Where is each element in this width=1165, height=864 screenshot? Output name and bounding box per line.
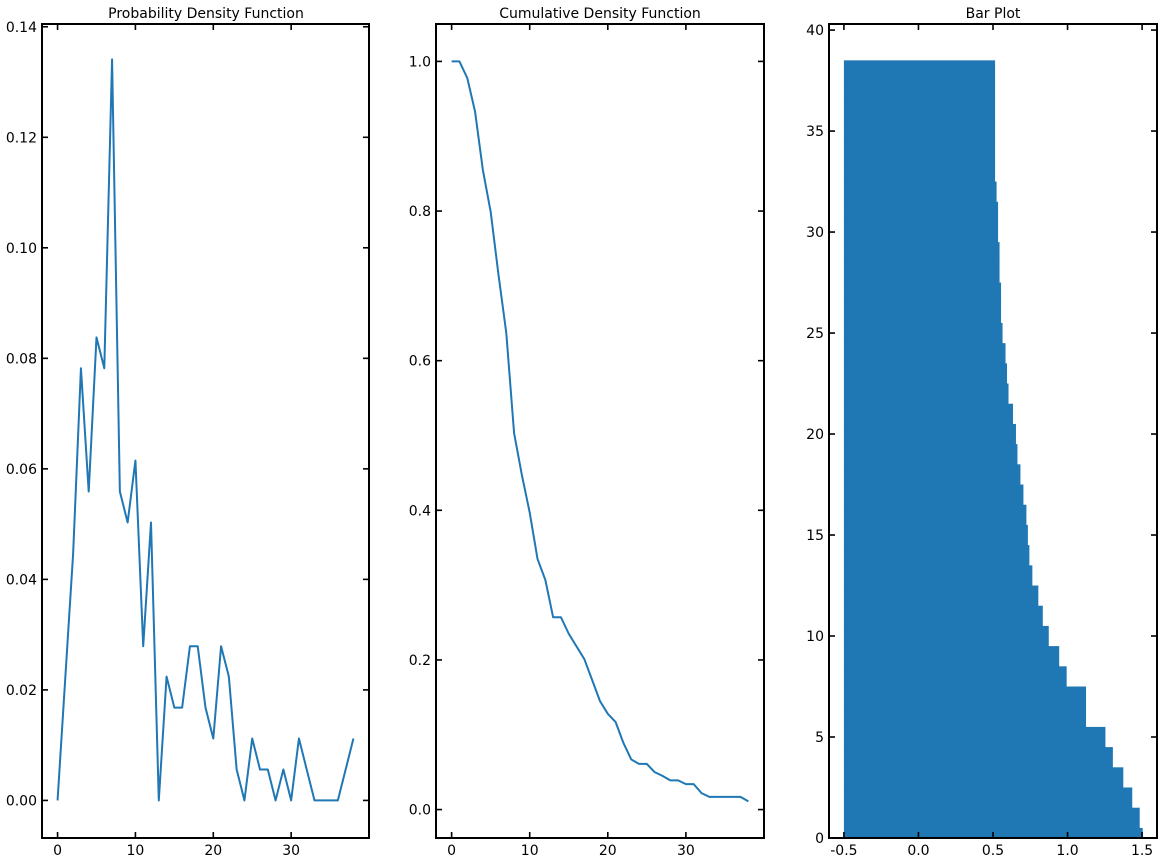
cdf-x-tick-label: 10 bbox=[521, 843, 539, 859]
pdf-series-line bbox=[56, 58, 355, 802]
bar-title: Bar Plot bbox=[966, 6, 1021, 22]
bar-bar bbox=[843, 403, 1013, 425]
bar-panel: Bar Plot -0.5 0.0 0.5 1.0 1.5 0 5 10 15 20 25 30 35 4… bbox=[806, 6, 1158, 859]
pdf-x-tick-label: 0 bbox=[53, 843, 62, 859]
bar-bar bbox=[843, 363, 1008, 385]
pdf-x-tick-label: 10 bbox=[127, 843, 145, 859]
bar-bar bbox=[843, 141, 996, 162]
pdf-x-tick-label: 30 bbox=[282, 843, 300, 859]
pdf-y-tick-label: 0.02 bbox=[6, 683, 37, 699]
cdf-title: Cumulative Density Function bbox=[499, 6, 701, 22]
cdf-y-tick-label: 0.4 bbox=[409, 503, 431, 519]
bar-y-tick-label: 10 bbox=[806, 629, 824, 645]
cdf-y-tick-label: 0.8 bbox=[409, 204, 431, 220]
bar-bar bbox=[843, 726, 1106, 748]
bar-bar bbox=[843, 504, 1027, 526]
pdf-y-tick-label: 0.00 bbox=[6, 793, 37, 809]
bar-bar bbox=[843, 464, 1021, 486]
pdf-y-tick-label: 0.14 bbox=[6, 20, 37, 36]
cdf-y-tick-label: 0.0 bbox=[409, 803, 431, 819]
bar-bar bbox=[843, 565, 1033, 587]
bar-plot-area: -0.5 0.0 0.5 1.0 1.5 0 5 10 15 20 25 30 35 40 bbox=[806, 23, 1158, 859]
bar-y-tick-label: 0 bbox=[815, 831, 824, 847]
bar-x-tick-label: 1.5 bbox=[1131, 843, 1153, 859]
bar-y-tick-label: 35 bbox=[806, 124, 824, 140]
cdf-y-tick-label: 1.0 bbox=[409, 54, 431, 70]
bar-bar bbox=[843, 524, 1028, 546]
bar-bar bbox=[843, 686, 1087, 708]
bar-bar bbox=[843, 484, 1024, 506]
bar-y-tick-label: 5 bbox=[815, 730, 824, 746]
bar-bar bbox=[843, 221, 999, 243]
bar-y-tick-label: 15 bbox=[806, 528, 824, 544]
pdf-title: Probability Density Function bbox=[108, 6, 304, 22]
bar-y-tick-label: 25 bbox=[806, 326, 824, 342]
bar-bar bbox=[843, 444, 1018, 465]
bar-bar bbox=[843, 545, 1030, 566]
bar-bar bbox=[843, 343, 1006, 364]
bar-x-tick-label: 0.0 bbox=[907, 843, 929, 859]
bar-bar bbox=[843, 262, 1000, 284]
cdf-series-line bbox=[451, 60, 749, 803]
cdf-x-tick-label: 20 bbox=[599, 843, 617, 859]
bar-y-tick-label: 20 bbox=[806, 427, 824, 443]
bar-bar bbox=[843, 666, 1067, 688]
cdf-panel: Cumulative Density Function 0 10 20 30 0.0 0.… bbox=[409, 6, 765, 859]
bar-bar bbox=[843, 646, 1060, 667]
bar-bar bbox=[843, 161, 996, 183]
bar-bar bbox=[843, 242, 1000, 263]
bar-bar bbox=[843, 302, 1002, 324]
bar-bar bbox=[843, 60, 996, 82]
bar-bar bbox=[843, 383, 1009, 405]
bar-bar bbox=[843, 100, 996, 122]
bar-bar bbox=[843, 120, 996, 142]
bar-bar bbox=[843, 585, 1039, 607]
cdf-axes-frame bbox=[435, 23, 765, 839]
bar-bar bbox=[843, 282, 1002, 304]
cdf-x-tick-label: 30 bbox=[677, 843, 695, 859]
bar-x-tick-label: 0.5 bbox=[982, 843, 1004, 859]
pdf-panel: Probability Density Function 0 10 20 30 0.00… bbox=[6, 6, 370, 859]
pdf-x-tick-label: 20 bbox=[204, 843, 222, 859]
bar-y-tick-label: 40 bbox=[806, 23, 824, 39]
bar-bar bbox=[843, 767, 1124, 789]
cdf-y-tick-label: 0.2 bbox=[409, 653, 431, 669]
bar-bar bbox=[843, 181, 997, 203]
cdf-plot-area: 0 10 20 30 0.0 0.2 0.4 0.6 0.8 1.0 bbox=[409, 23, 765, 859]
cdf-x-tick-label: 0 bbox=[447, 843, 456, 859]
bar-x-tick-label: -0.5 bbox=[830, 843, 857, 859]
pdf-y-tick-label: 0.08 bbox=[6, 351, 37, 367]
bar-bar bbox=[843, 747, 1113, 768]
pdf-y-tick-label: 0.06 bbox=[6, 462, 37, 478]
bar-bar bbox=[843, 807, 1140, 829]
bar-x-tick-label: 1.0 bbox=[1056, 843, 1078, 859]
pdf-y-tick-label: 0.12 bbox=[6, 130, 37, 146]
bar-bar bbox=[843, 787, 1133, 809]
bar-bar bbox=[843, 423, 1016, 445]
pdf-plot-area: 0 10 20 30 0.00 0.02 0.04 0.06 0.08 0.10 0.12 0.14 bbox=[6, 20, 370, 859]
cdf-y-tick-label: 0.6 bbox=[409, 354, 431, 370]
pdf-axes-frame bbox=[41, 23, 370, 839]
bar-y-tick-label: 30 bbox=[806, 225, 824, 241]
bar-bar bbox=[843, 201, 999, 223]
bar-bar bbox=[843, 605, 1043, 627]
bar-bar bbox=[843, 322, 1003, 344]
pdf-y-tick-label: 0.04 bbox=[6, 572, 37, 588]
bar-bar bbox=[843, 80, 996, 102]
pdf-y-tick-label: 0.10 bbox=[6, 241, 37, 257]
bar-bar bbox=[843, 625, 1049, 647]
bar-bar bbox=[843, 706, 1087, 728]
